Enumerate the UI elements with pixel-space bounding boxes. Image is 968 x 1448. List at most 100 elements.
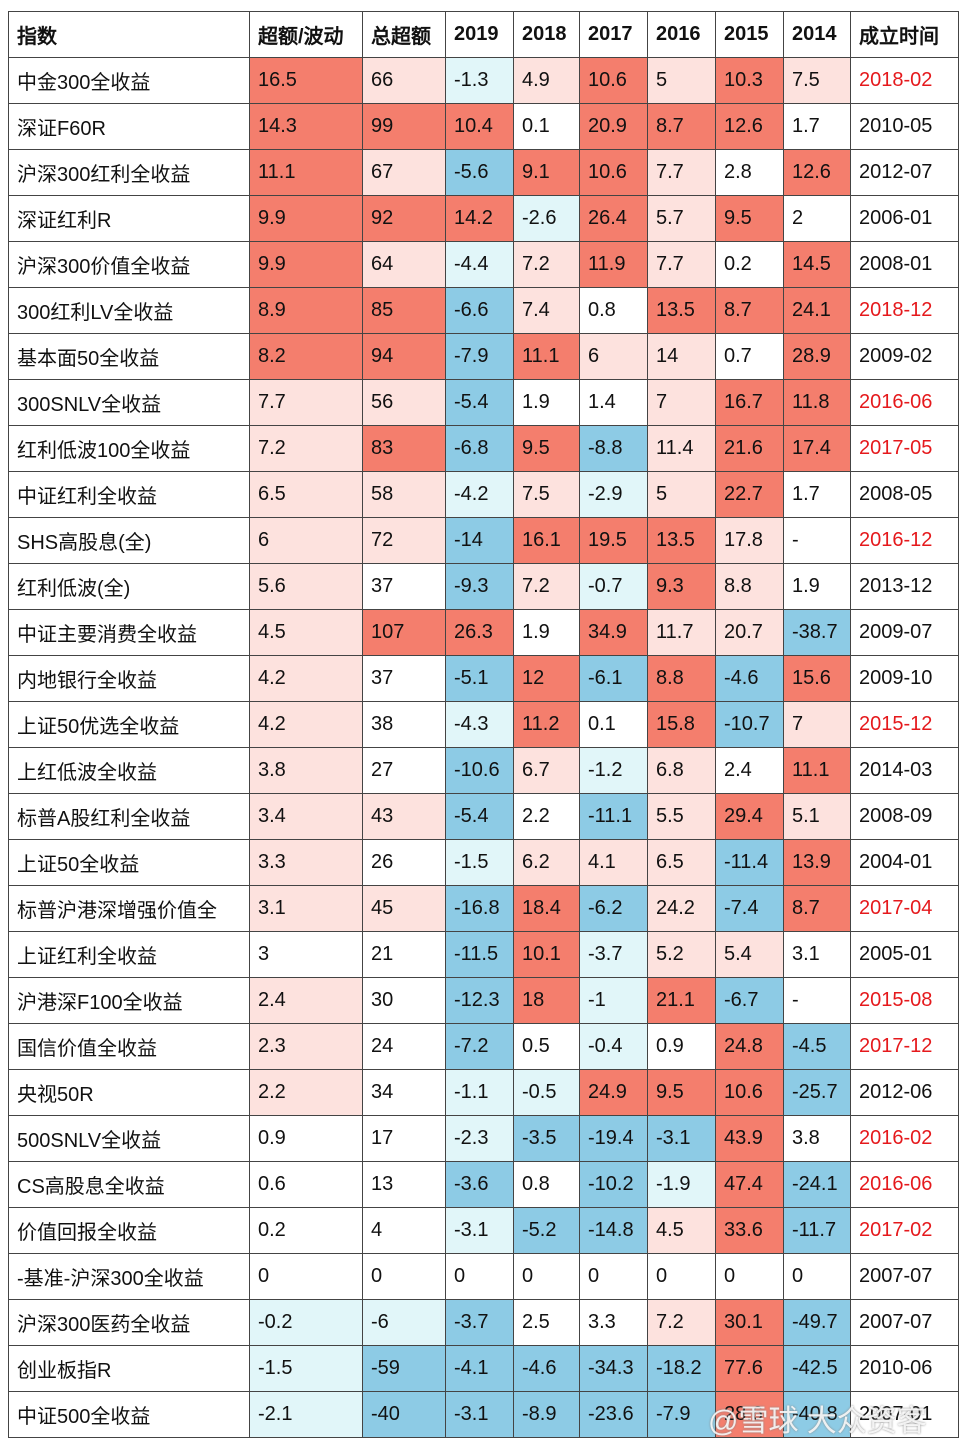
value-cell: -18.2	[647, 1345, 716, 1392]
value-cell: 0	[579, 1253, 648, 1300]
value-cell: -40.8	[783, 1391, 851, 1438]
value-cell: 14.2	[445, 195, 514, 242]
value-cell: 7.2	[249, 425, 363, 472]
value-cell: 18.4	[513, 885, 580, 932]
value-cell: 16.7	[715, 379, 784, 426]
value-cell: -2.9	[579, 471, 648, 518]
value-cell: 3.3	[249, 839, 363, 886]
value-cell: 2.2	[513, 793, 580, 840]
value-cell: 7.7	[647, 149, 716, 196]
value-cell: -4.4	[445, 241, 514, 288]
index-name: 价值回报全收益	[8, 1207, 250, 1254]
value-cell: -59	[362, 1345, 446, 1392]
value-cell: 7.7	[647, 241, 716, 288]
value-cell: 6.5	[647, 839, 716, 886]
date-cell: 2006-01	[850, 195, 959, 242]
value-cell: 0.8	[513, 1161, 580, 1208]
value-cell: 10.6	[579, 57, 648, 104]
value-cell: 8.9	[249, 287, 363, 334]
value-cell: -9.3	[445, 563, 514, 610]
value-cell: 0.8	[579, 287, 648, 334]
watermark: @雪球 大众资客	[708, 1405, 927, 1438]
value-cell: 22.7	[715, 471, 784, 518]
value-cell: 3.4	[249, 793, 363, 840]
value-cell: -25.7	[783, 1069, 851, 1116]
date-cell: 2017-02	[850, 1207, 959, 1254]
header-row: 指数 超额/波动 总超额 2019 2018 2017 2016 2015 2014 成立时间	[8, 11, 959, 58]
value-cell: 0	[249, 1253, 363, 1300]
value-cell: 7.4	[513, 287, 580, 334]
index-name: SHS高股息(全)	[8, 517, 250, 564]
value-cell: 18	[513, 977, 580, 1024]
value-cell: 28.9	[783, 333, 851, 380]
table-row: 创业板指R -1.5 -59 -4.1 -4.6 -34.3 -18.2 77.6 -42.5 2…	[8, 1345, 959, 1392]
header-cell: 2015	[715, 11, 784, 58]
value-cell: -1.5	[445, 839, 514, 886]
value-cell: 20.7	[715, 609, 784, 656]
value-cell: 12.6	[783, 149, 851, 196]
value-cell: 64	[362, 241, 446, 288]
value-cell: -40	[362, 1391, 446, 1438]
value-cell: 13.5	[647, 287, 716, 334]
value-cell: 4.5	[647, 1207, 716, 1254]
value-cell: 9.1	[513, 149, 580, 196]
value-cell: 8.7	[783, 885, 851, 932]
header-cell: 2019	[445, 11, 514, 58]
value-cell: 43	[362, 793, 446, 840]
value-cell: 0	[362, 1253, 446, 1300]
index-name: CS高股息全收益	[8, 1161, 250, 1208]
index-name: 基本面50全收益	[8, 333, 250, 380]
value-cell: 4.9	[513, 57, 580, 104]
value-cell: 9.9	[249, 241, 363, 288]
index-name: 央视50R	[8, 1069, 250, 1116]
value-cell: 66	[362, 57, 446, 104]
value-cell: 37	[362, 563, 446, 610]
value-cell: 3.1	[783, 931, 851, 978]
value-cell: 5.7	[647, 195, 716, 242]
value-cell: 47.4	[715, 1161, 784, 1208]
value-cell: 5.1	[783, 793, 851, 840]
value-cell: 6	[579, 333, 648, 380]
value-cell: -42.5	[783, 1345, 851, 1392]
date-cell: 2005-01	[850, 931, 959, 978]
value-cell: 2.2	[249, 1069, 363, 1116]
value-cell: 14	[647, 333, 716, 380]
table-row: 中证红利全收益 6.5 58 -4.2 7.5 -2.9 5 22.7 1.7 2008-05	[8, 471, 959, 518]
value-cell: 10.4	[445, 103, 514, 150]
date-cell: 2008-09	[850, 793, 959, 840]
value-cell: 7.2	[513, 241, 580, 288]
value-cell: 8.2	[249, 333, 363, 380]
value-cell: 33.6	[715, 1207, 784, 1254]
date-cell: 2010-05	[850, 103, 959, 150]
value-cell: 3.3	[579, 1299, 648, 1346]
value-cell: 1.9	[783, 563, 851, 610]
value-cell: 12	[513, 655, 580, 702]
value-cell: -1	[579, 977, 648, 1024]
table-row: 标普A股红利全收益 3.4 43 -5.4 2.2 -11.1 5.5 29.4 5.1 2008…	[8, 793, 959, 840]
date-cell: 2013-12	[850, 563, 959, 610]
value-cell: 5	[647, 471, 716, 518]
date-cell: 2018-02	[850, 57, 959, 104]
value-cell: -5.4	[445, 379, 514, 426]
value-cell: 5.2	[647, 931, 716, 978]
value-cell: 7.2	[647, 1299, 716, 1346]
value-cell: -3.5	[513, 1115, 580, 1162]
date-cell: 2010-06	[850, 1345, 959, 1392]
value-cell: 2.3	[249, 1023, 363, 1070]
value-cell: 1.4	[579, 379, 648, 426]
value-cell: 13	[362, 1161, 446, 1208]
value-cell: -5.2	[513, 1207, 580, 1254]
table-row: 国信价值全收益 2.3 24 -7.2 0.5 -0.4 0.9 24.8 -4.5 2017-1…	[8, 1023, 959, 1070]
value-cell: 7	[647, 379, 716, 426]
table-row: 300SNLV全收益 7.7 56 -5.4 1.9 1.4 7 16.7 11.8 2016-0…	[8, 379, 959, 426]
value-cell: 19.5	[579, 517, 648, 564]
index-name: 中证500全收益	[8, 1391, 250, 1438]
table-body: 中金300全收益 16.5 66 -1.3 4.9 10.6 5 10.3 7.5 2018-02…	[8, 57, 959, 1438]
value-cell: 10.3	[715, 57, 784, 104]
date-cell: 2012-06	[850, 1069, 959, 1116]
value-cell: -0.5	[513, 1069, 580, 1116]
date-cell: 2009-10	[850, 655, 959, 702]
value-cell: 85	[362, 287, 446, 334]
value-cell: 6.5	[249, 471, 363, 518]
